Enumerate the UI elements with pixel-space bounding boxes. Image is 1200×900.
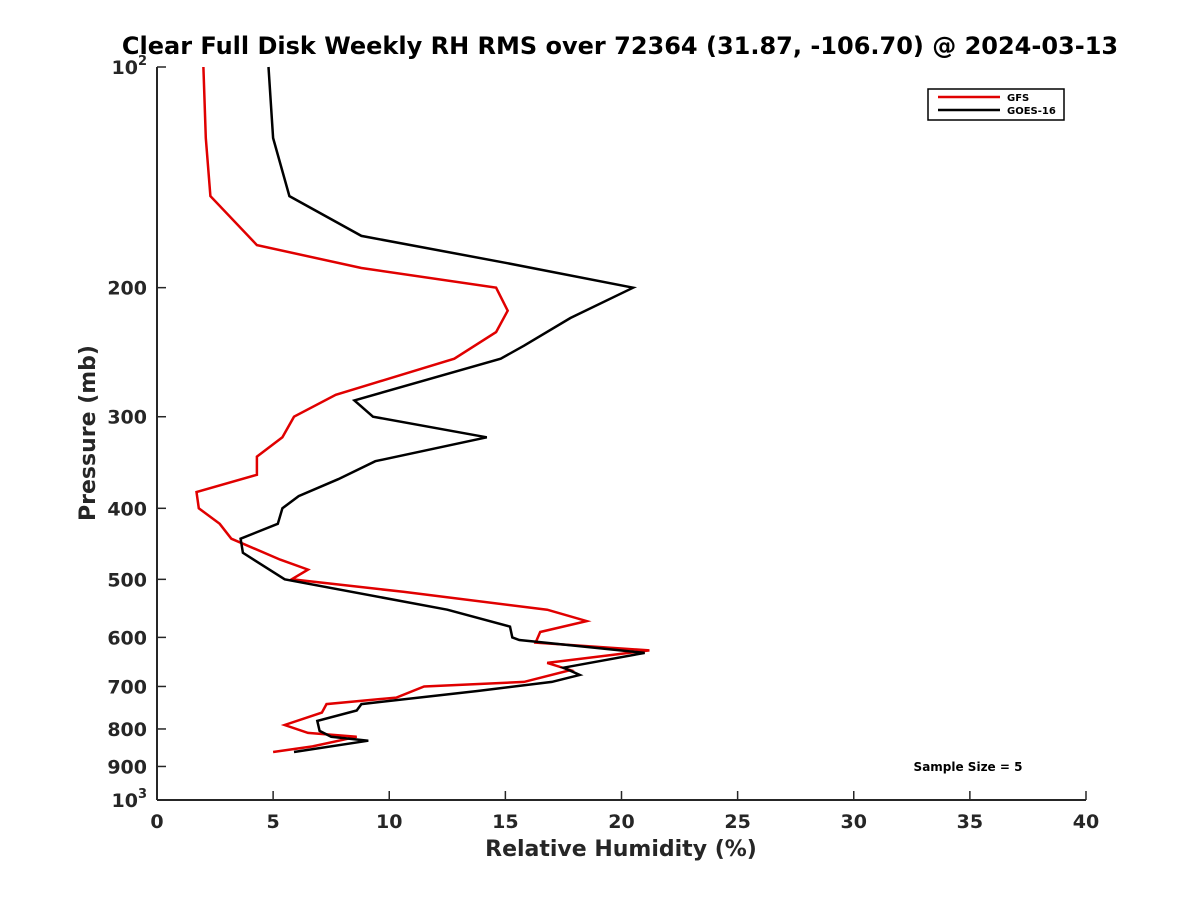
legend-label-gfs: GFS xyxy=(1007,93,1029,104)
y-tick-label: 700 xyxy=(107,676,147,698)
y-axis-label: Pressure (mb) xyxy=(76,345,101,521)
x-axis-label: Relative Humidity (%) xyxy=(485,837,757,862)
y-tick-label: 400 xyxy=(107,498,147,520)
y-tick-label: 500 xyxy=(107,569,147,591)
y-ticks: 102 200 300 400 500 600 700 800 900 103 xyxy=(107,54,166,812)
x-tick-label: 5 xyxy=(267,811,280,833)
y-tick-label: 102 xyxy=(112,54,148,79)
y-tick-label: 300 xyxy=(107,407,147,429)
y-tick-label: 600 xyxy=(107,627,147,649)
x-tick-label: 0 xyxy=(150,811,163,833)
x-ticks: 0 5 10 15 20 25 30 35 40 xyxy=(150,791,1099,833)
y-tick-label: 200 xyxy=(107,278,147,300)
x-tick-label: 15 xyxy=(492,811,518,833)
y-tick-label: 800 xyxy=(107,719,147,741)
legend: GFS GOES-16 xyxy=(927,88,1065,121)
y-tick-label: 900 xyxy=(107,756,147,778)
x-tick-label: 10 xyxy=(376,811,402,833)
y-tick-label: 103 xyxy=(112,787,148,812)
x-tick-label: 20 xyxy=(608,811,634,833)
series-layer xyxy=(195,66,650,754)
series-line-goes-16 xyxy=(239,66,645,754)
x-tick-label: 40 xyxy=(1073,811,1099,833)
legend-label-goes: GOES-16 xyxy=(1007,106,1056,117)
legend-box xyxy=(927,88,1065,121)
plot-area xyxy=(157,67,1086,800)
x-tick-label: 35 xyxy=(957,811,983,833)
chart-title: Clear Full Disk Weekly RH RMS over 72364… xyxy=(122,32,1118,60)
sample-size-annotation: Sample Size = 5 xyxy=(914,760,1023,774)
series-line-gfs xyxy=(195,66,650,754)
x-tick-label: 30 xyxy=(841,811,867,833)
x-tick-label: 25 xyxy=(724,811,750,833)
